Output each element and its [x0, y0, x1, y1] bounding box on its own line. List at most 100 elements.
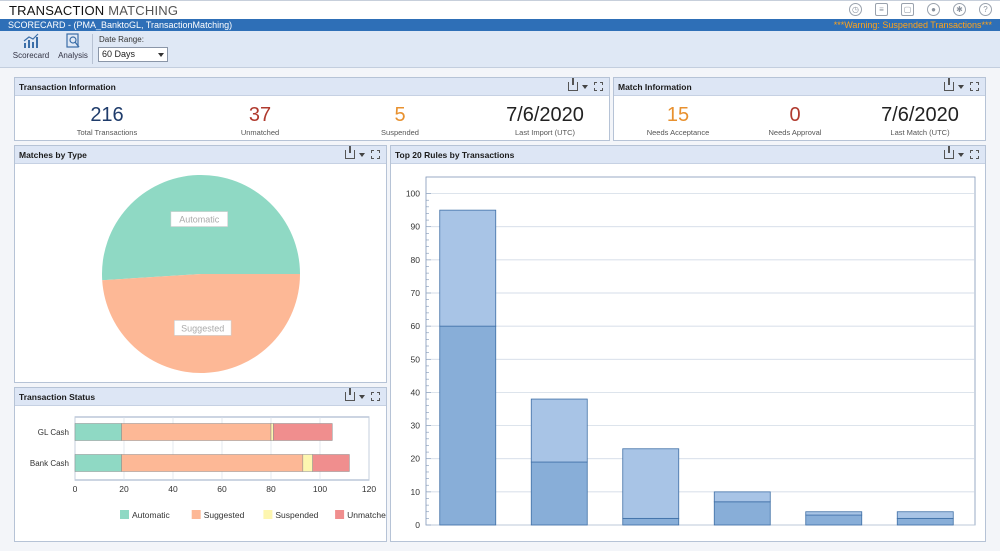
chevron-down-icon[interactable] [582, 84, 588, 89]
panel-tools [345, 146, 380, 159]
kpi-label: Needs Approval [768, 128, 822, 137]
rule-bar-segment[interactable] [439, 209, 497, 327]
export-icon[interactable] [345, 388, 355, 401]
transaction-status-title: Transaction Status [19, 392, 96, 402]
y-category-label: Bank Cash [30, 459, 69, 468]
panel-tools [944, 146, 979, 159]
y-tick-label: 90 [411, 222, 421, 232]
bar-segment-unmatched[interactable] [273, 423, 333, 441]
transaction-info-panel: Transaction Information 216 Total Transa… [14, 77, 610, 141]
date-range-select[interactable]: 60 Days [98, 47, 168, 62]
scorecard-label: Scorecard [12, 51, 50, 60]
bar-segment-suggested[interactable] [121, 423, 272, 441]
bar-segment-suggested[interactable] [121, 454, 304, 472]
kpi-label: Unmatched [240, 128, 280, 137]
maximize-icon[interactable] [371, 392, 380, 401]
y-tick-label: 20 [411, 454, 421, 464]
x-tick-label: 40 [168, 484, 178, 494]
warning-text: ***Warning: Suspended Transactions*** [833, 20, 992, 30]
chart-icon [23, 33, 39, 48]
matches-by-type-header: Matches by Type [15, 146, 386, 164]
legend-swatch [335, 510, 345, 519]
export-icon[interactable] [568, 78, 578, 91]
kpi-value: 7/6/2020 [506, 104, 584, 126]
export-icon[interactable] [944, 78, 954, 91]
help-icon[interactable]: ? [979, 3, 992, 16]
matches-by-type-panel: Matches by Type Automatic Suggested [14, 145, 387, 383]
kpi-label: Total Transactions [76, 128, 138, 137]
gear-icon[interactable]: ✱ [953, 3, 966, 16]
export-icon[interactable] [944, 146, 954, 159]
scorecard-button[interactable]: Scorecard [11, 33, 51, 60]
rule-bar-segment[interactable] [713, 501, 771, 526]
bar-segment-suspended[interactable] [270, 423, 274, 441]
x-tick-label: 60 [217, 484, 227, 494]
legend-label: Suggested [204, 510, 245, 520]
history-icon[interactable]: ◷ [849, 3, 862, 16]
rule-bar-segment[interactable] [713, 491, 771, 503]
user-icon[interactable]: ● [927, 3, 940, 16]
panel-tools [568, 78, 603, 91]
windows-icon[interactable]: ▢ [901, 3, 914, 16]
rule-bar-segment[interactable] [896, 511, 954, 519]
maximize-icon[interactable] [594, 82, 603, 91]
analysis-button[interactable]: Analysis [53, 33, 93, 60]
x-tick-label: 0 [73, 484, 78, 494]
chevron-down-icon[interactable] [359, 152, 365, 157]
rule-bar-segment[interactable] [622, 448, 680, 519]
toolbar: Scorecard Analysis Date Range: 60 Days [0, 31, 1000, 68]
y-tick-label: 0 [415, 520, 420, 530]
y-tick-label: 40 [411, 387, 421, 397]
top-rules-title: Top 20 Rules by Transactions [395, 150, 515, 160]
chevron-down-icon[interactable] [958, 84, 964, 89]
date-range-value: 60 Days [102, 49, 136, 59]
y-tick-label: 70 [411, 288, 421, 298]
rule-bar-segment[interactable] [530, 398, 588, 463]
title-bar: TRANSACTION MATCHING ◷ ≡ ▢ ● ✱ ? [0, 0, 1000, 19]
maximize-icon[interactable] [970, 82, 979, 91]
kpi-last-match: 7/6/2020 Last Match (UTC) [870, 104, 970, 137]
pie-slice-automatic[interactable] [101, 175, 300, 281]
app-title: TRANSACTION MATCHING [9, 3, 178, 18]
kpi-value: 7/6/2020 [881, 104, 959, 126]
kpi-label: Last Match (UTC) [890, 128, 950, 137]
kpi-label: Needs Acceptance [646, 128, 710, 137]
maximize-icon[interactable] [371, 150, 380, 159]
app-title-part2: MATCHING [108, 3, 179, 18]
chevron-down-icon[interactable] [359, 394, 365, 399]
kpi-total-transactions: 216 Total Transactions [67, 104, 147, 137]
rule-bar-segment[interactable] [439, 325, 497, 526]
rule-bar-segment[interactable] [896, 517, 954, 526]
rule-bar-segment[interactable] [622, 517, 680, 526]
maximize-icon[interactable] [970, 150, 979, 159]
top-icons: ◷ ≡ ▢ ● ✱ ? [836, 3, 992, 16]
status-bar-chart: 0 20 40 60 80 100 120 GL Cash Bank Cash Automatic… [30, 416, 386, 520]
rule-bar-segment[interactable] [805, 511, 863, 516]
transaction-status-panel: Transaction Status 0 20 40 60 80 100 120 GL Cas… [14, 387, 387, 542]
kpi-value: 216 [90, 104, 124, 126]
panel-tools [944, 78, 979, 91]
match-info-header: Match Information [614, 78, 985, 96]
date-range-label: Date Range: [99, 35, 144, 44]
bar-segment-automatic[interactable] [74, 454, 122, 472]
pie-label: Suggested [181, 323, 224, 333]
transaction-status-header: Transaction Status [15, 388, 386, 406]
bar-segment-suspended[interactable] [302, 454, 313, 472]
match-info-title: Match Information [618, 82, 692, 92]
export-icon[interactable] [345, 146, 355, 159]
document-icon[interactable]: ≡ [875, 3, 888, 16]
kpi-needs-approval: 0 Needs Approval [755, 104, 835, 137]
rule-bar-segment[interactable] [530, 461, 588, 526]
chevron-down-icon[interactable] [958, 152, 964, 157]
kpi-last-import: 7/6/2020 Last Import (UTC) [495, 104, 595, 137]
transaction-info-header: Transaction Information [15, 78, 609, 96]
y-tick-label: 60 [411, 321, 421, 331]
kpi-unmatched: 37 Unmatched [220, 104, 300, 137]
kpi-value: 37 [248, 104, 272, 126]
bar-segment-unmatched[interactable] [312, 454, 350, 472]
y-category-label: GL Cash [38, 428, 69, 437]
kpi-needs-acceptance: 15 Needs Acceptance [638, 104, 718, 137]
bar-segment-automatic[interactable] [74, 423, 122, 441]
rule-bar-segment[interactable] [805, 514, 863, 526]
y-tick-label: 80 [411, 255, 421, 265]
